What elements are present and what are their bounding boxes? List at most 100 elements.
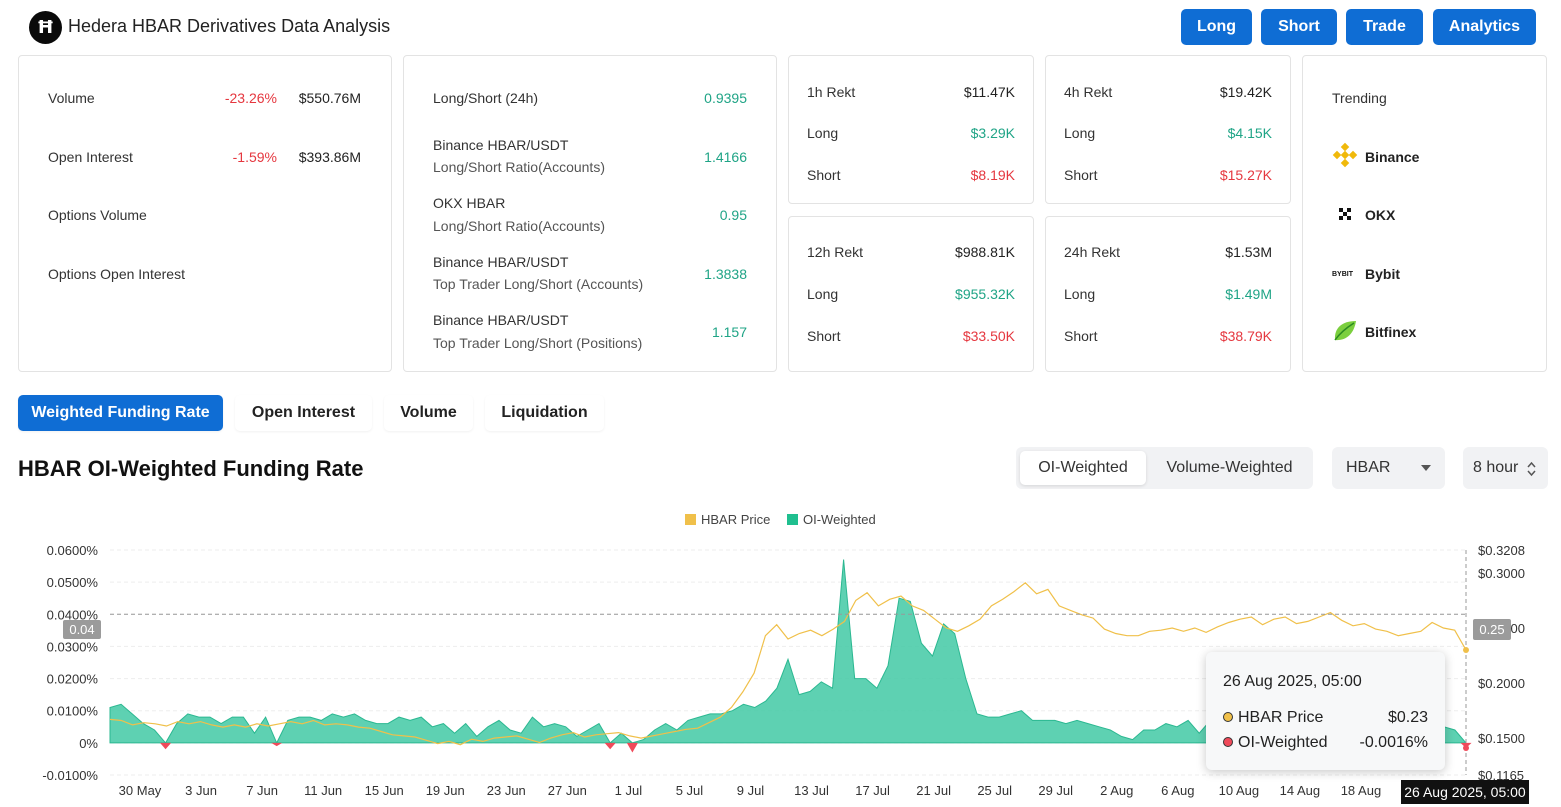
- okx-icon: [1339, 208, 1351, 220]
- long-button[interactable]: Long: [1181, 9, 1252, 45]
- rekt-short-value: $33.50K: [962, 328, 1015, 344]
- y-left-tick-label: 0.0400%: [47, 607, 99, 622]
- long-short-ratio-card: Long/Short (24h) 0.9395 Binance HBAR/USD…: [403, 55, 777, 372]
- open-interest-value: $393.86M: [298, 149, 361, 165]
- price-swatch-icon: [685, 514, 696, 525]
- trending-title: Trending: [1332, 90, 1387, 106]
- price-line: [109, 582, 1467, 746]
- x-tick-label: 1 Jul: [615, 783, 643, 798]
- rekt-long-value: $3.29K: [970, 125, 1015, 141]
- rekt-short-label: Short: [1064, 328, 1098, 344]
- ratio-label: Binance HBAR/USDT: [433, 254, 569, 270]
- rekt-short-label: Short: [1064, 167, 1098, 183]
- hedera-logo-icon: Ħ: [29, 11, 62, 44]
- trending-item-bybit[interactable]: Bybit: [1365, 266, 1400, 282]
- x-tick-label: 5 Jul: [676, 783, 704, 798]
- segment-oi-weighted[interactable]: OI-Weighted: [1020, 451, 1146, 485]
- bitfinex-icon: [1334, 321, 1356, 341]
- x-tick-label: 17 Jul: [855, 783, 890, 798]
- weighting-segmented-control: OI-Weighted Volume-Weighted: [1016, 447, 1313, 489]
- segment-volume-weighted[interactable]: Volume-Weighted: [1166, 459, 1293, 476]
- rekt-total: $11.47K: [963, 84, 1015, 100]
- tab-weighted-funding-rate[interactable]: Weighted Funding Rate: [18, 395, 223, 431]
- tooltip-oi-row: OI-Weighted: [1223, 734, 1328, 752]
- ratio-value: 1.157: [711, 324, 747, 340]
- interval-select-value: 8 hour: [1473, 459, 1519, 476]
- x-tick-label: 30 May: [119, 783, 162, 798]
- y-left-tick-label: 0.0600%: [47, 543, 99, 558]
- rekt-short-label: Short: [807, 167, 841, 183]
- rekt-total: $988.81K: [955, 244, 1015, 260]
- tooltip-price-label: HBAR Price: [1238, 709, 1324, 726]
- trending-item-okx[interactable]: OKX: [1365, 207, 1396, 223]
- rekt-title: 4h Rekt: [1064, 84, 1113, 100]
- rekt-4h-card: 4h Rekt $19.42K Long $4.15K Short $15.27…: [1045, 55, 1291, 204]
- analytics-button[interactable]: Analytics: [1433, 9, 1536, 45]
- y-right-tick-label: $0.3000: [1478, 566, 1525, 581]
- page-title: Hedera HBAR Derivatives Data Analysis: [68, 16, 391, 36]
- ratio-sublabel: Top Trader Long/Short (Accounts): [433, 276, 644, 292]
- ratio-label: Long/Short (24h): [433, 90, 539, 106]
- short-button[interactable]: Short: [1261, 9, 1337, 45]
- rekt-short-value: $38.79K: [1219, 328, 1272, 344]
- y-right-tick-label: $0.1165: [1478, 768, 1524, 783]
- y-left-tick-label: 0.0200%: [47, 672, 99, 687]
- x-tick-label: 13 Jul: [794, 783, 829, 798]
- crosshair-right-label: 0.25: [1473, 619, 1511, 640]
- y-left-tick-label: 0.0100%: [47, 704, 99, 719]
- x-tick-label: 29 Jul: [1038, 783, 1073, 798]
- interval-select[interactable]: 8 hour: [1463, 447, 1548, 489]
- ratio-sublabel: Top Trader Long/Short (Positions): [433, 335, 643, 351]
- x-tick-label: 3 Jun: [185, 783, 217, 798]
- symbol-select-value: HBAR: [1346, 459, 1391, 476]
- legend-item-oi-weighted[interactable]: OI-Weighted: [787, 512, 876, 527]
- ratio-value: 1.3838: [704, 266, 747, 282]
- trending-item-binance[interactable]: Binance: [1365, 149, 1420, 165]
- ratio-label: OKX HBAR: [433, 195, 506, 211]
- ratio-sublabel: Long/Short Ratio(Accounts): [433, 218, 605, 234]
- funding-negative-area: [604, 742, 616, 750]
- tab-open-interest[interactable]: Open Interest: [235, 395, 372, 431]
- rekt-12h-card: 12h Rekt $988.81K Long $955.32K Short $3…: [788, 216, 1034, 372]
- caret-down-icon: [1421, 465, 1431, 471]
- y-left-tick-label: 0.0500%: [47, 575, 99, 590]
- rekt-long-value: $955.32K: [955, 286, 1015, 302]
- rekt-long-label: Long: [1064, 286, 1096, 302]
- x-tick-label: 11 Jun: [304, 783, 342, 798]
- rekt-24h-card: 24h Rekt $1.53M Long $1.49M Short $38.79…: [1045, 216, 1291, 372]
- funding-negative-area: [160, 742, 172, 750]
- x-tick-label: 18 Aug: [1341, 783, 1382, 798]
- rekt-total: $1.53M: [1225, 244, 1272, 260]
- legend-item-price[interactable]: HBAR Price: [685, 512, 770, 527]
- x-tick-label: 15 Jun: [365, 783, 404, 798]
- price-hover-point: [1463, 647, 1469, 653]
- tab-liquidation[interactable]: Liquidation: [485, 395, 604, 431]
- rekt-title: 1h Rekt: [807, 84, 856, 100]
- symbol-select[interactable]: HBAR: [1332, 447, 1445, 489]
- volume-label: Volume: [48, 90, 95, 106]
- x-tick-label: 7 Jun: [246, 783, 278, 798]
- trade-button[interactable]: Trade: [1346, 9, 1423, 45]
- rekt-long-label: Long: [1064, 125, 1096, 141]
- tooltip-oi-value: -0.0016%: [1359, 734, 1429, 751]
- oi-dot-icon: [1223, 737, 1233, 747]
- ratio-label: Binance HBAR/USDT: [433, 312, 569, 328]
- ratio-value: 1.4166: [704, 149, 747, 165]
- ratio-value: 0.9395: [704, 90, 747, 106]
- rekt-long-value: $1.49M: [1225, 286, 1272, 302]
- binance-icon: [1332, 142, 1358, 168]
- tab-volume[interactable]: Volume: [384, 395, 473, 431]
- y-left-tick-label: 0%: [79, 736, 98, 751]
- chart-title: HBAR OI-Weighted Funding Rate: [18, 456, 364, 481]
- open-interest-change: -1.59%: [232, 149, 277, 165]
- oi-swatch-icon: [787, 514, 798, 525]
- x-tick-label: 6 Aug: [1161, 783, 1194, 798]
- x-axis-crosshair-label: 26 Aug 2025, 05:00: [1401, 780, 1529, 804]
- options-open-interest-label: Options Open Interest: [48, 266, 185, 282]
- crosshair-left-label: 0.04: [63, 620, 101, 639]
- x-tick-label: 10 Aug: [1219, 783, 1260, 798]
- trending-item-bitfinex[interactable]: Bitfinex: [1365, 324, 1417, 340]
- up-down-icon: [1527, 461, 1536, 477]
- x-tick-label: 19 Jun: [426, 783, 465, 798]
- ratio-label: Binance HBAR/USDT: [433, 137, 569, 153]
